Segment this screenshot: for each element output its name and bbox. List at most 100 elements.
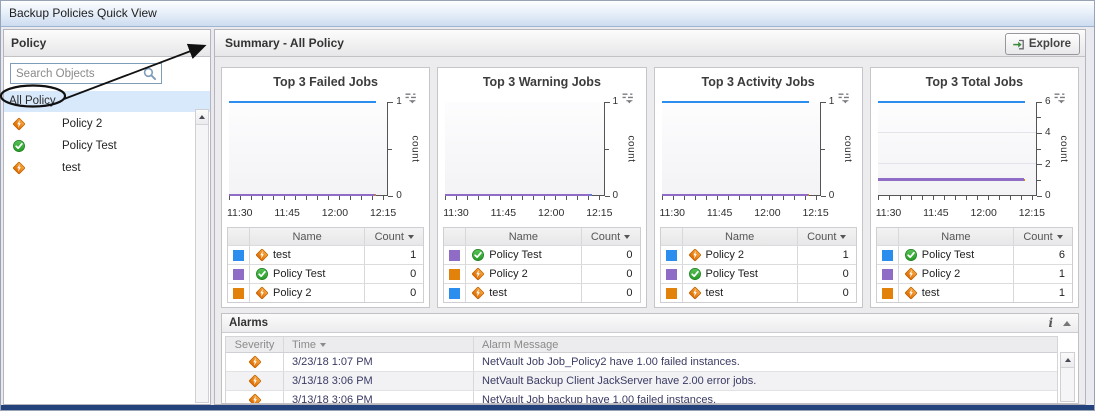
- table-row[interactable]: test 1: [876, 283, 1072, 302]
- count-column-header[interactable]: Count: [1014, 228, 1072, 245]
- table-row[interactable]: Policy 2 0: [444, 264, 640, 283]
- plot-area: [661, 101, 821, 196]
- table-header-row: Name Count: [444, 228, 640, 245]
- y-tick-label: 2: [1045, 158, 1051, 170]
- alarm-row[interactable]: 3/23/18 1:07 PM NetVault Job Job_Policy2…: [226, 353, 1057, 372]
- table-row[interactable]: Policy Test 0: [444, 245, 640, 264]
- alarms-header: Alarms i: [222, 314, 1078, 333]
- series-line-policy-2: [877, 177, 1024, 181]
- y-tick: [604, 101, 610, 103]
- sidebar-item-policy-test[interactable]: Policy Test: [4, 135, 210, 157]
- x-tick-label: 12:00: [754, 207, 781, 219]
- y-minor-tick: [1037, 179, 1041, 181]
- series-line-policy-test: [877, 101, 1025, 103]
- search-icon[interactable]: [142, 66, 157, 81]
- explore-icon: [1012, 39, 1024, 50]
- x-tick-label: 11:30: [443, 207, 469, 219]
- y-minor-tick: [388, 148, 393, 150]
- window-title-bar: Backup Policies Quick View: [1, 1, 1094, 27]
- y-tick-label: 0: [612, 190, 619, 201]
- table-row[interactable]: Policy Test 6: [876, 245, 1072, 264]
- name-column-header[interactable]: Name: [466, 228, 582, 245]
- message-column-header[interactable]: Alarm Message: [482, 338, 559, 351]
- x-tick-label: 11:30: [875, 207, 902, 219]
- chart-title: Top 3 Warning Jobs: [482, 75, 601, 89]
- explore-button[interactable]: Explore: [1004, 33, 1080, 55]
- table-row[interactable]: Policy 2 1: [876, 264, 1072, 283]
- search-area: [4, 57, 210, 88]
- sort-desc-icon: [840, 234, 847, 239]
- arrow-up-icon: [1064, 358, 1071, 362]
- sort-desc-icon: [320, 342, 327, 347]
- name-column-header[interactable]: Name: [683, 228, 798, 245]
- alarms-table: Severity Time Alarm Message 3/23/18 1:07…: [225, 336, 1058, 403]
- table-row[interactable]: Policy 2 0: [228, 283, 424, 302]
- legend-column-header[interactable]: [877, 228, 899, 245]
- plot-area: [445, 102, 605, 196]
- count-column-header[interactable]: Count: [365, 228, 423, 245]
- name-column-header[interactable]: Name: [899, 228, 1014, 245]
- sort-desc-icon: [1056, 234, 1063, 239]
- count-column-header[interactable]: Count: [798, 228, 856, 245]
- series-swatch: [881, 249, 893, 261]
- chart-canvas: count 0 1 11:30 11:45 12:00 12:15: [227, 94, 424, 226]
- ok-check-icon: [688, 267, 701, 281]
- table-row[interactable]: Policy 2 1: [660, 245, 856, 264]
- y-axis: count 0 1: [604, 96, 639, 201]
- warning-diamond-icon: [247, 355, 262, 369]
- series-swatch: [449, 268, 461, 280]
- y-minor-tick: [820, 148, 825, 150]
- y-axis-label: count: [1058, 135, 1069, 163]
- legend-column-header[interactable]: [444, 228, 467, 245]
- alarms-scrollbar[interactable]: [1060, 352, 1075, 402]
- warning-diamond-icon: [255, 286, 269, 300]
- table-row[interactable]: Policy Test 0: [660, 264, 856, 283]
- name-column-header[interactable]: Name: [250, 228, 366, 245]
- y-tick-label: 1: [612, 96, 619, 107]
- top3-table: Name Count test 1 Policy Test 0 Policy 2…: [227, 227, 425, 303]
- gridline: [877, 163, 1036, 164]
- alarm-row[interactable]: 3/13/18 3:06 PM NetVault Backup Client J…: [226, 372, 1057, 391]
- scroll-up-button[interactable]: [1061, 353, 1074, 368]
- warning-diamond-icon: [471, 286, 485, 300]
- x-tick-label: 11:30: [659, 207, 686, 219]
- search-input[interactable]: [10, 63, 162, 84]
- y-tick-label: 1: [828, 96, 835, 107]
- alarms-header-row: Severity Time Alarm Message: [226, 337, 1057, 353]
- sidebar-item-policy-2[interactable]: Policy 2: [4, 113, 210, 135]
- x-tick-label: 11:45: [923, 207, 949, 219]
- sidebar-item-all-policy[interactable]: All Policy: [4, 91, 210, 112]
- series-swatch: [233, 287, 244, 299]
- y-tick-label: 0: [1045, 190, 1051, 201]
- y-tick: [820, 101, 826, 103]
- legend-column-header[interactable]: [228, 228, 250, 245]
- info-icon[interactable]: i: [1048, 316, 1053, 330]
- arrow-up-icon: [199, 115, 205, 119]
- table-row[interactable]: test 0: [660, 283, 856, 302]
- y-tick-label: 4: [1045, 127, 1051, 139]
- time-column-header[interactable]: Time: [284, 337, 474, 352]
- y-minor-tick: [604, 148, 609, 150]
- x-axis-labels: 11:30 11:45 12:00 12:15: [660, 207, 829, 219]
- collapse-icon[interactable]: [1063, 320, 1071, 326]
- count-column-header[interactable]: Count: [582, 228, 640, 245]
- warning-diamond-icon: [904, 286, 918, 300]
- y-axis-label: count: [841, 135, 853, 163]
- x-axis-labels: 11:30 11:45 12:00 12:15: [443, 207, 612, 219]
- y-axis-label: count: [625, 135, 637, 163]
- legend-column-header[interactable]: [661, 228, 683, 245]
- sidebar-header: Policy: [4, 30, 210, 57]
- table-row[interactable]: test 1: [228, 245, 424, 264]
- y-minor-tick: [1037, 148, 1041, 150]
- alarm-row[interactable]: 3/13/18 3:06 PM NetVault Job backup have…: [226, 391, 1057, 403]
- series-swatch: [665, 287, 677, 299]
- table-row[interactable]: Policy Test 0: [228, 264, 424, 283]
- sidebar-item-test[interactable]: test: [4, 157, 210, 179]
- severity-column-header[interactable]: Severity: [226, 337, 284, 352]
- table-row[interactable]: test 0: [444, 283, 640, 302]
- sort-desc-icon: [407, 234, 414, 239]
- scroll-up-button[interactable]: [196, 110, 208, 125]
- series-swatch: [449, 287, 461, 299]
- x-tick-label: 12:15: [369, 207, 397, 219]
- sidebar-scrollbar[interactable]: [195, 109, 209, 403]
